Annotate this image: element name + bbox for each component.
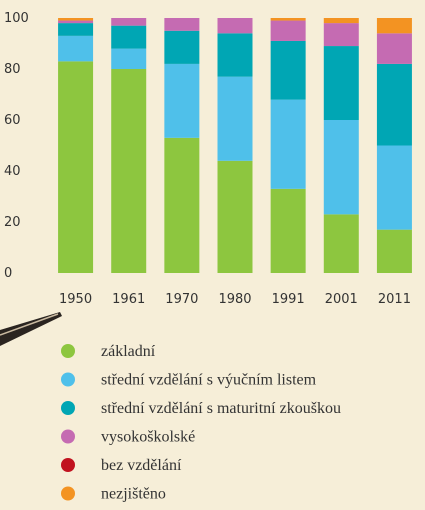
bar-segment [58,36,93,62]
legend-marker [61,430,75,444]
pen-decoration [0,312,62,346]
legend-label: nezjištěno [101,486,166,503]
bar-segment [218,77,253,161]
bar-segment [58,23,93,36]
legend-marker [61,487,75,501]
x-tick-label: 1961 [112,292,145,307]
bar-segment [164,31,199,64]
x-tick-label: 2001 [325,292,358,307]
bar-segment [271,21,306,41]
bar-segment [377,18,412,33]
bar-segment [218,18,253,33]
x-tick-label: 1991 [272,292,305,307]
legend-label: střední vzdělání s maturitní zkouškou [101,400,341,417]
bar-segment [324,18,359,23]
bar-segment [164,138,199,273]
bar-segment [377,64,412,146]
bar-segment [218,161,253,273]
bar-segment [271,100,306,189]
x-tick-label: 1970 [165,292,198,307]
legend-label: střední vzdělání s výučním listem [101,372,317,389]
bar-segment [324,46,359,120]
bar-segment [58,61,93,273]
bar-segment [111,26,146,49]
legend-label: bez vzdělání [101,457,182,474]
y-tick-label: 40 [4,164,21,179]
bar-segment [111,49,146,69]
bar-segment [324,120,359,214]
bar-segment [111,69,146,273]
bar-segment [111,18,146,26]
bar-segment [271,189,306,273]
y-tick-label: 0 [4,266,12,281]
bar-segment [58,21,93,24]
bar-segment [218,33,253,76]
y-tick-label: 60 [4,113,21,128]
y-tick-label: 80 [4,62,21,77]
x-tick-label: 2011 [378,292,411,307]
bar-segment [164,64,199,138]
x-tick-label: 1950 [59,292,92,307]
bar-segment [271,41,306,100]
bar-segment [324,214,359,273]
bar-segment [164,18,199,31]
y-tick-label: 100 [4,11,29,26]
legend-label: základní [101,343,156,360]
bar-segment [377,33,412,64]
bar-segment [58,18,93,21]
legend-marker [61,458,75,472]
legend-marker [61,373,75,387]
chart: 0 20 40 60 80 100 1950 1961 1970 1980 1991 2001 2011… [0,0,425,510]
bar-segment [271,18,306,21]
x-tick-label: 1980 [218,292,251,307]
legend-label: vysokoškolské [101,429,195,446]
bar-segment [324,23,359,46]
legend-marker [61,344,75,358]
y-tick-label: 20 [4,215,21,230]
bar-segment [377,230,412,273]
legend-marker [61,401,75,415]
bar-segment [377,146,412,230]
